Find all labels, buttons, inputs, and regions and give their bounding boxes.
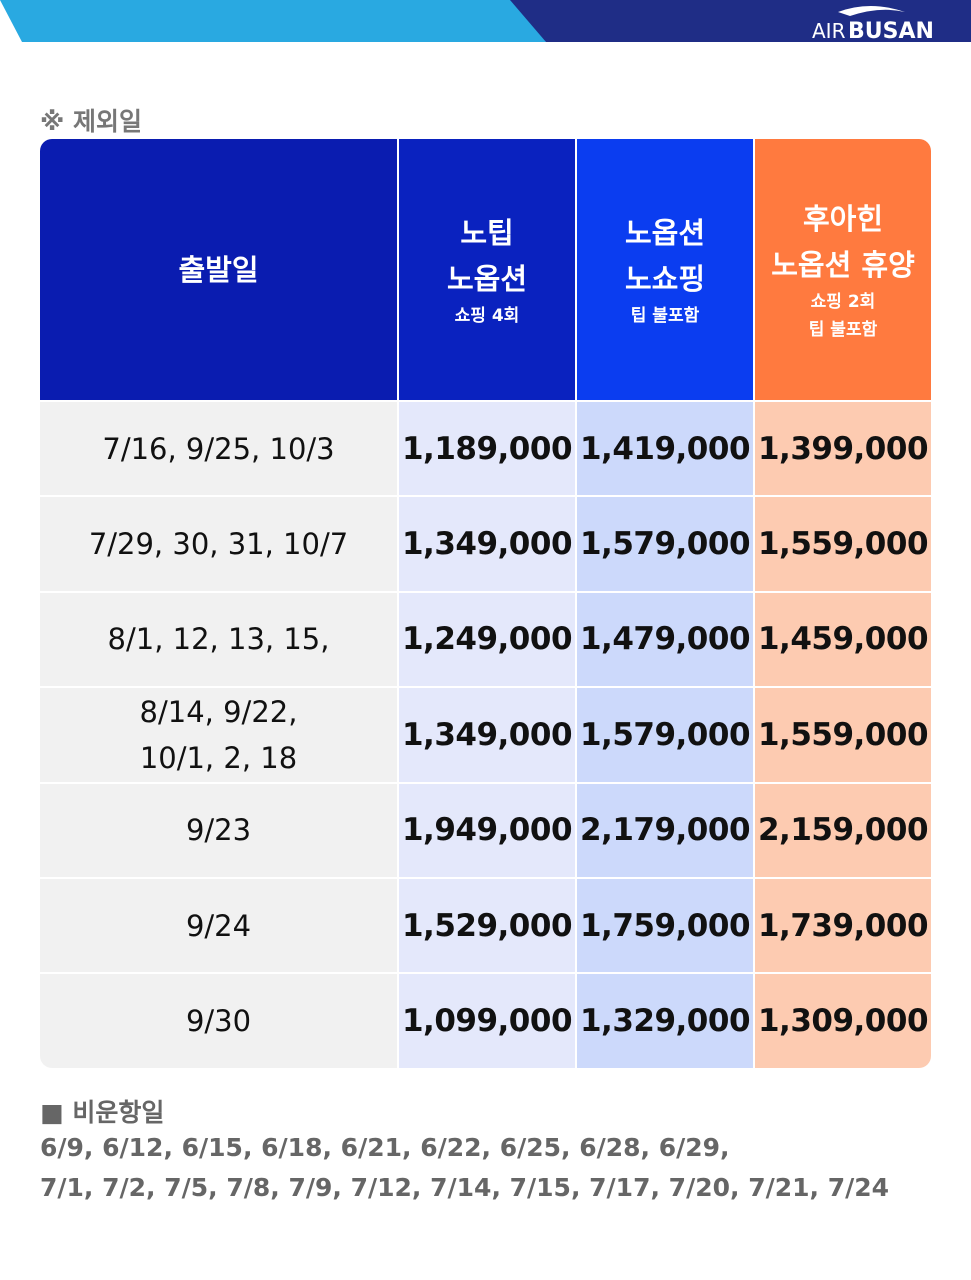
price-table: 출발일 노팁 노옵션 쇼핑 4회 노옵션 노쇼핑 팁 불포함 후아힌 노옵션 휴양 쇼핑 2회 팁 … xyxy=(40,139,931,1068)
price-text: 1,459,000 xyxy=(757,621,929,658)
price-text: 1,579,000 xyxy=(579,716,751,753)
date-text: 8/14, 9/22, xyxy=(139,694,298,729)
header-title: 후아힌 xyxy=(802,201,884,236)
non-operating-line: 7/1, 7/2, 7/5, 7/8, 7/9, 7/12, 7/14, 7/1… xyxy=(40,1173,890,1202)
price-text: 1,249,000 xyxy=(401,621,573,658)
price-text: 1,579,000 xyxy=(579,526,751,563)
date-text: 7/16, 9/25, 10/3 xyxy=(102,431,335,466)
price-cell: 2,159,000 xyxy=(753,781,931,877)
price-cell: 2,179,000 xyxy=(575,781,753,877)
price-cell: 1,739,000 xyxy=(753,877,931,973)
date-text: 10/1, 2, 18 xyxy=(139,740,298,775)
logo-mark xyxy=(838,6,905,16)
date-text: 7/29, 30, 31, 10/7 xyxy=(88,527,349,562)
price-text: 1,189,000 xyxy=(401,430,573,467)
non-operating-line: 6/9, 6/12, 6/15, 6/18, 6/21, 6/22, 6/25,… xyxy=(40,1133,730,1162)
price-text: 1,349,000 xyxy=(401,716,573,753)
date-cell: 9/30 xyxy=(40,972,397,1068)
header-sub: 팁 불포함 xyxy=(808,319,878,340)
price-text: 1,099,000 xyxy=(401,1003,573,1040)
banner-blue xyxy=(0,0,546,42)
price-text: 1,529,000 xyxy=(401,907,573,944)
price-cell: 1,309,000 xyxy=(753,972,931,1068)
price-text: 1,349,000 xyxy=(401,526,573,563)
header-title: 노팁 xyxy=(460,215,514,250)
price-cell: 1,579,000 xyxy=(575,495,753,591)
header-title: 노옵션 xyxy=(624,215,706,250)
price-cell: 1,949,000 xyxy=(397,781,575,877)
date-cell: 9/23 xyxy=(40,781,397,877)
excluded-label: ※ 제외일 xyxy=(40,107,143,136)
price-cell: 1,349,000 xyxy=(397,686,575,782)
price-cell: 1,559,000 xyxy=(753,495,931,591)
logo-bold: BUSAN xyxy=(848,19,934,44)
price-cell: 1,479,000 xyxy=(575,590,753,687)
price-text: 1,329,000 xyxy=(579,1003,751,1040)
date-cell: 9/24 xyxy=(40,877,397,973)
non-operating-title: ■ 비운항일 xyxy=(40,1098,165,1127)
date-text: 9/30 xyxy=(185,1004,252,1039)
price-text: 1,559,000 xyxy=(757,716,929,753)
date-cell: 7/16, 9/25, 10/3 xyxy=(40,400,397,496)
date-cell: 7/29, 30, 31, 10/7 xyxy=(40,495,397,591)
header-sub: 팁 불포함 xyxy=(630,305,700,326)
price-cell: 1,349,000 xyxy=(397,495,575,591)
price-text: 1,759,000 xyxy=(579,907,751,944)
price-cell: 1,419,000 xyxy=(575,400,753,496)
price-text: 1,419,000 xyxy=(579,430,751,467)
price-text: 1,739,000 xyxy=(757,907,929,944)
price-text: 1,949,000 xyxy=(401,812,573,849)
top-banner: AIR BUSAN xyxy=(0,0,971,44)
price-text: 1,559,000 xyxy=(757,526,929,563)
header-title: 노쇼핑 xyxy=(624,261,706,296)
price-cell: 1,579,000 xyxy=(575,686,753,782)
price-cell: 1,249,000 xyxy=(397,590,575,687)
header-sub: 쇼핑 2회 xyxy=(810,291,876,312)
header-cell: 출발일 xyxy=(40,139,397,400)
logo-light: AIR xyxy=(812,19,846,43)
price-cell: 1,399,000 xyxy=(753,400,931,496)
price-text: 1,309,000 xyxy=(757,1003,929,1040)
price-cell: 1,099,000 xyxy=(397,972,575,1068)
price-cell: 1,759,000 xyxy=(575,877,753,973)
header-title: 노옵션 xyxy=(446,261,528,296)
date-cell: 8/14, 9/22, 10/1, 2, 18 xyxy=(40,686,397,782)
price-cell: 1,189,000 xyxy=(397,400,575,496)
price-cell: 1,459,000 xyxy=(753,590,931,687)
header-title: 출발일 xyxy=(178,252,259,287)
date-text: 9/24 xyxy=(185,908,252,943)
price-cell: 1,329,000 xyxy=(575,972,753,1068)
price-text: 1,399,000 xyxy=(757,430,929,467)
date-text: 8/1, 12, 13, 15, xyxy=(107,622,330,657)
date-cell: 8/1, 12, 13, 15, xyxy=(40,590,397,687)
price-text: 1,479,000 xyxy=(579,621,751,658)
price-cell: 1,559,000 xyxy=(753,686,931,782)
date-text: 9/23 xyxy=(185,813,252,848)
price-text: 2,159,000 xyxy=(757,812,929,849)
header-title: 노옵션 휴양 xyxy=(771,247,915,282)
price-text: 2,179,000 xyxy=(579,812,751,849)
header-sub: 쇼핑 4회 xyxy=(454,305,520,326)
price-cell: 1,529,000 xyxy=(397,877,575,973)
